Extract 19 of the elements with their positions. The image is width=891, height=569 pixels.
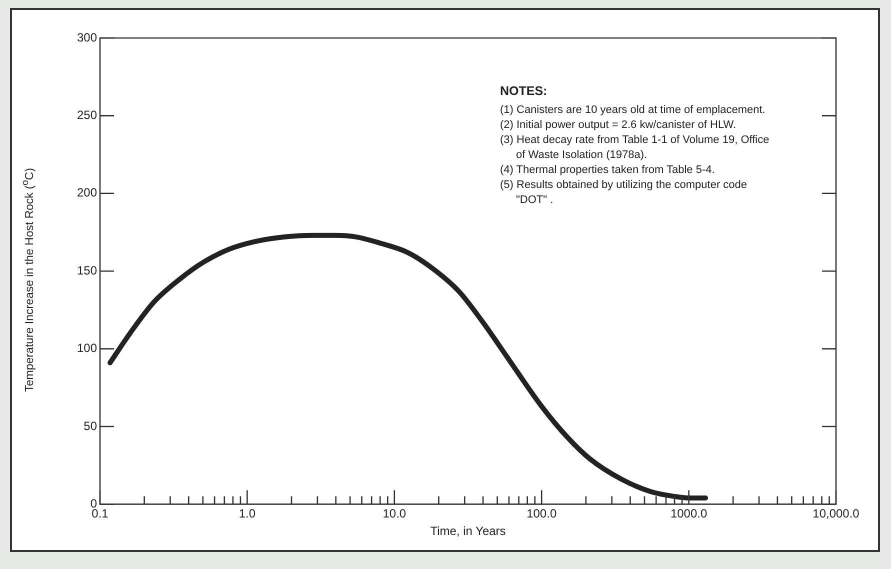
y-tick-label: 250 [76, 108, 98, 122]
x-tick-label: 10,000.0 [812, 506, 860, 521]
annotation: (5) Results obtained by utilizing the computer code "DOT" . [500, 178, 748, 208]
x-tick-label: 1000.0 [670, 506, 708, 521]
y-tick-label: 100 [76, 341, 98, 356]
x-axis-title: Time, in Years [430, 524, 506, 538]
annotation: (3) Heat decay rate from Table 1-1 of Volume 19, Office of Waste Isolation (1978a). [500, 133, 770, 163]
y-tick-label: 50 [84, 418, 98, 433]
y-tick-label: 200 [76, 186, 98, 200]
annotation: (4) Thermal properties taken from Table 5-4. [500, 163, 716, 178]
x-tick-label: 1.0 [238, 506, 256, 521]
x-tick-label: 10.0 [382, 506, 406, 521]
y-tick-label: 150 [76, 263, 98, 278]
x-tick-label: 100.0 [526, 506, 557, 521]
x-tick-label: 0.1 [92, 506, 109, 521]
annotation: (1) Canisters are 10 years old at time of emplacement. [500, 103, 766, 118]
annotation: NOTES: [500, 84, 548, 99]
annotation: (2) Initial power output = 2.6 kw/canister of HLW. [500, 118, 738, 133]
y-tick-label: 300 [76, 30, 98, 44]
